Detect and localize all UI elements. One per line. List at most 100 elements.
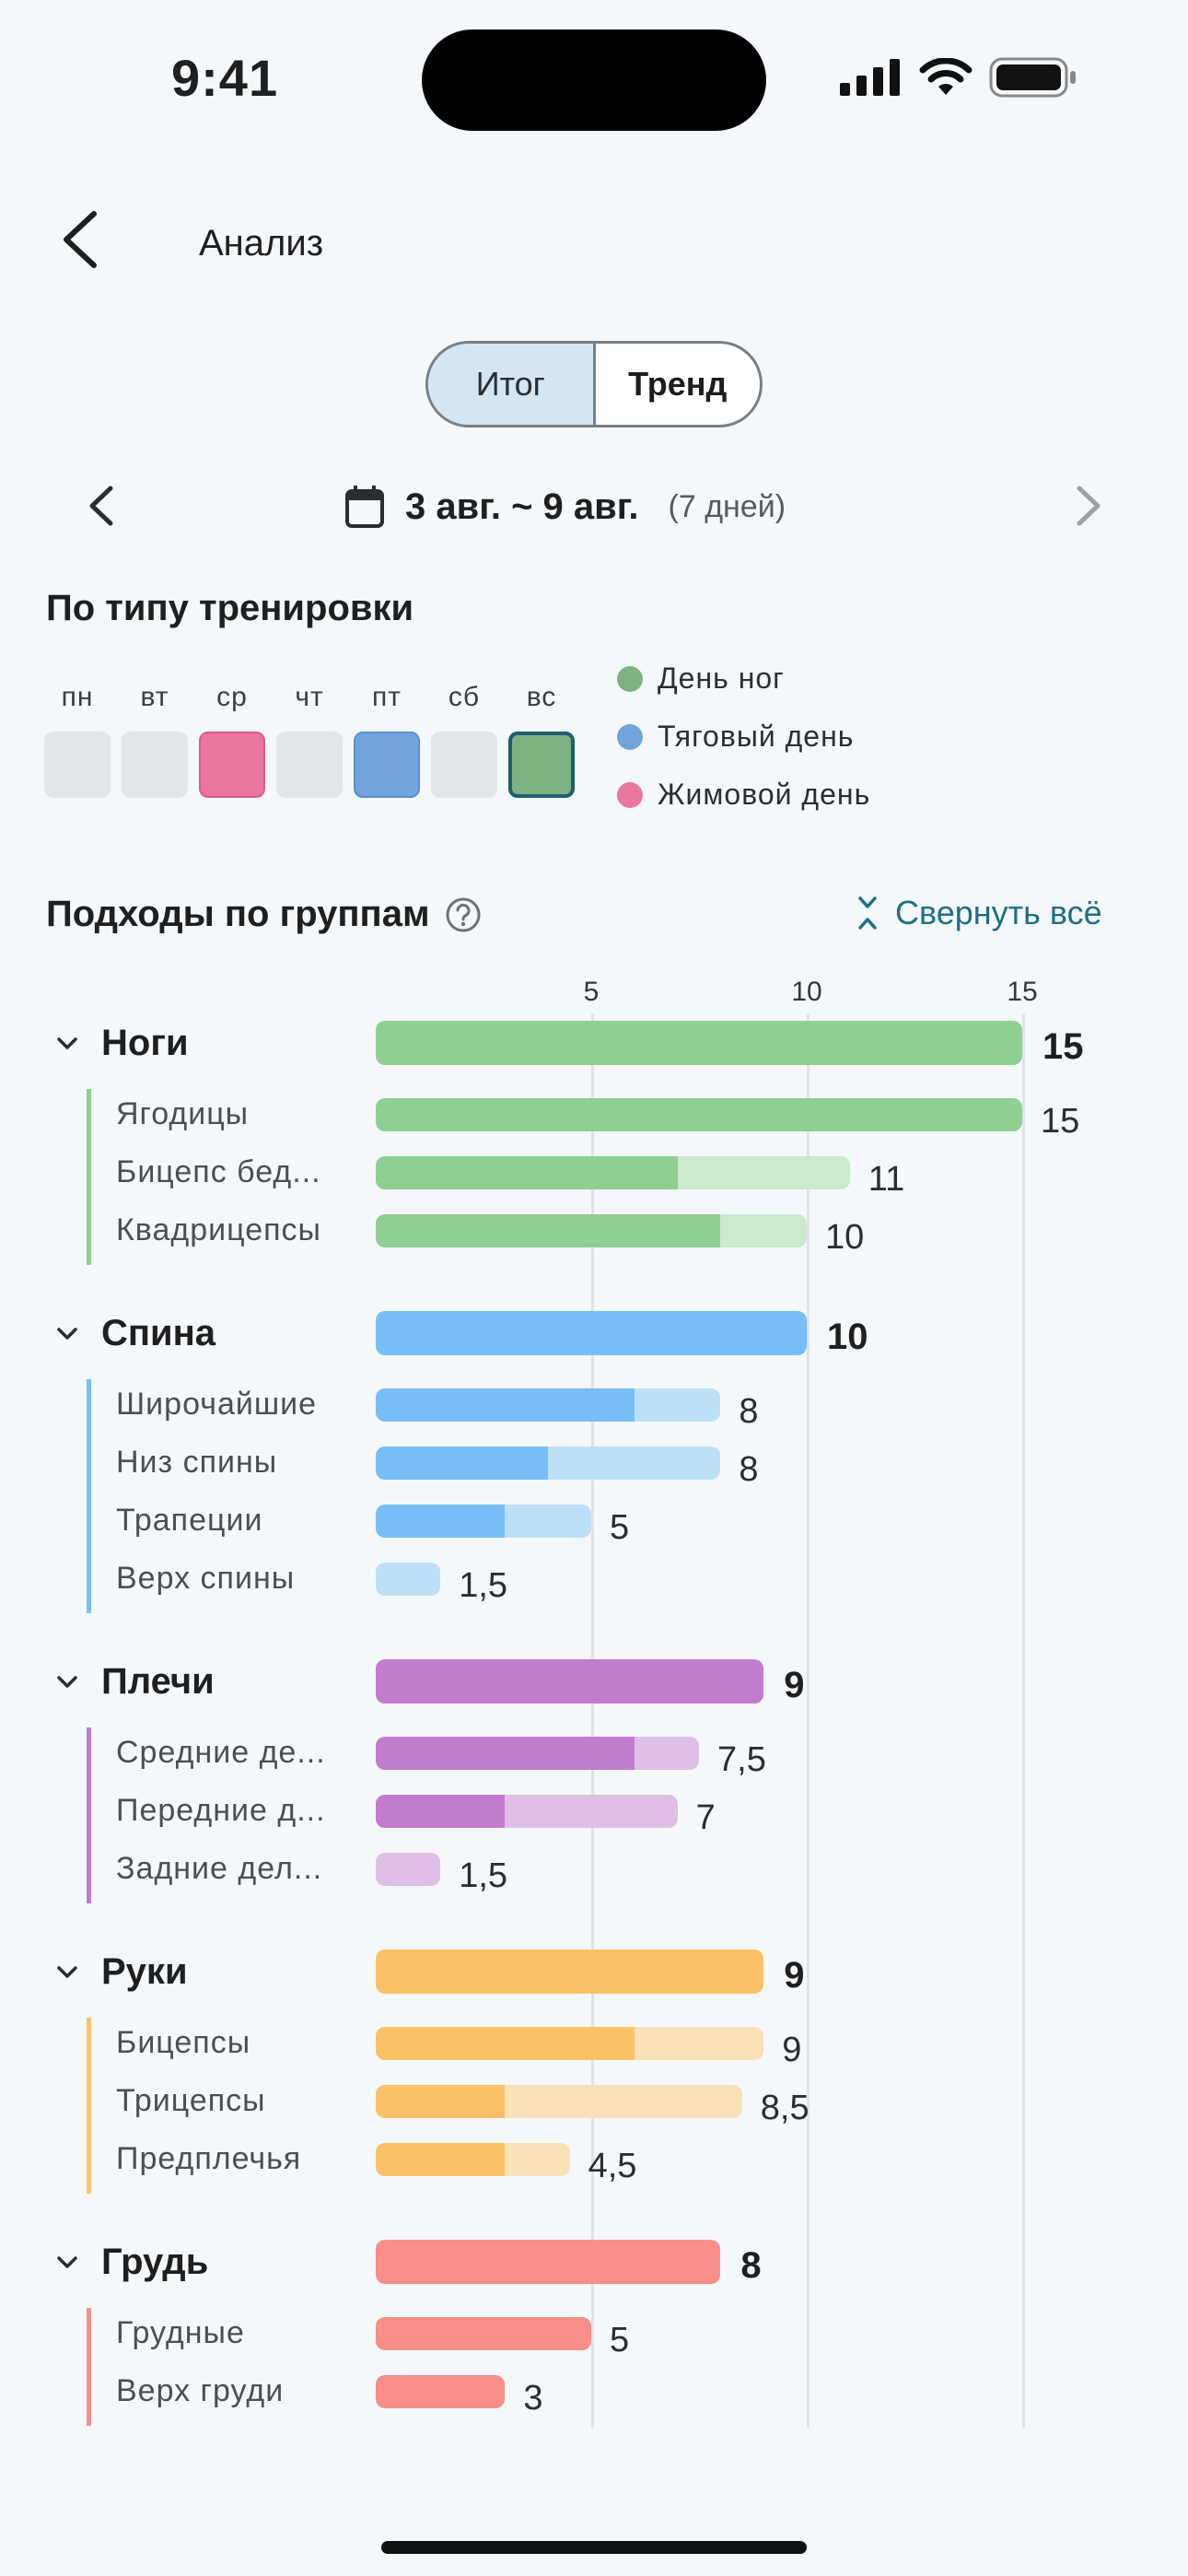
weekday-box[interactable] (122, 732, 188, 798)
collapse-all-button[interactable]: Свернуть всё (856, 894, 1102, 932)
muscle-value: 5 (610, 1508, 630, 1547)
tab-trend[interactable]: Тренд (628, 365, 728, 403)
weekday-label: ср (216, 682, 248, 712)
muscle-bar-primary (376, 2317, 591, 2350)
group-name[interactable]: Ноги (101, 1023, 189, 1063)
chevron-down-icon[interactable] (53, 1320, 81, 1348)
axis-tick-label: 10 (791, 977, 822, 1007)
muscle-bar (376, 1563, 441, 1596)
muscle-name[interactable]: Низ спины (116, 1445, 278, 1480)
date-range-text: 3 авг. ~ 9 авг. (405, 486, 639, 527)
chevron-down-icon[interactable] (53, 1030, 81, 1058)
muscle-value: 1,5 (459, 1566, 508, 1605)
muscle-name[interactable]: Бицепсы (116, 2025, 251, 2060)
group-bar (376, 2240, 721, 2284)
date-range[interactable]: 3 авг. ~ 9 авг. (7 дней) (344, 481, 786, 533)
muscle-name[interactable]: Трицепсы (116, 2083, 266, 2118)
prev-week-button[interactable] (85, 481, 116, 531)
chevron-down-icon[interactable] (53, 1669, 81, 1696)
group-name[interactable]: Грудь (101, 2242, 209, 2282)
muscle-name[interactable]: Бицепс бед... (116, 1154, 321, 1189)
status-icons (840, 53, 1077, 101)
weekday-box[interactable] (276, 732, 343, 798)
weekday-3[interactable]: чт (276, 682, 343, 798)
weekday-5[interactable]: сб (431, 682, 497, 798)
help-icon[interactable] (445, 896, 482, 933)
back-arrow-icon[interactable] (57, 210, 101, 269)
muscle-bar (376, 1156, 850, 1189)
group-divider (87, 1089, 91, 1265)
muscle-name[interactable]: Средние де... (116, 1735, 326, 1770)
weekday-0[interactable]: пн (44, 682, 111, 798)
weekday-2[interactable]: ср (199, 682, 265, 798)
group-name[interactable]: Спина (101, 1313, 216, 1353)
signal-icon (840, 59, 900, 96)
weekday-6[interactable]: вс (508, 682, 575, 798)
chevron-down-icon[interactable] (53, 1959, 81, 1986)
muscle-name[interactable]: Верх спины (116, 1561, 296, 1596)
legend-label: День ног (658, 662, 785, 695)
collapse-all-label: Свернуть всё (895, 894, 1102, 931)
muscle-value: 15 (1041, 1102, 1080, 1141)
chevron-down-icon[interactable] (53, 2249, 81, 2277)
muscle-value: 7 (695, 1798, 716, 1837)
legend-item: Жимовой день (617, 778, 870, 812)
tab-summary[interactable]: Итог (428, 344, 596, 425)
gridline (807, 1013, 809, 2428)
group-total: 8 (740, 2245, 762, 2286)
view-segmented-control[interactable]: Итог Тренд (425, 341, 763, 427)
next-week-button[interactable] (1074, 481, 1105, 531)
legend-item: День ног (617, 662, 870, 696)
group-name[interactable]: Руки (101, 1951, 188, 1992)
section-title-groups-text: Подходы по группам (46, 894, 430, 934)
muscle-value: 7,5 (717, 1740, 766, 1779)
weekday-4[interactable]: пт (354, 682, 420, 798)
gridline (1022, 1013, 1025, 2428)
weekday-box[interactable] (508, 732, 575, 798)
muscle-bar-primary (376, 1214, 721, 1247)
group-divider (87, 2018, 91, 2194)
muscle-name[interactable]: Квадрицепсы (116, 1212, 321, 1247)
muscle-name[interactable]: Предплечья (116, 2141, 302, 2176)
weekday-1[interactable]: вт (122, 682, 188, 798)
muscle-bar (376, 2317, 591, 2350)
group-bar (376, 1659, 764, 1704)
muscle-name[interactable]: Передние д... (116, 1793, 326, 1828)
legend-dot (617, 723, 643, 750)
home-indicator (381, 2541, 807, 2554)
muscle-bar (376, 2143, 570, 2176)
calendar-icon (345, 486, 384, 528)
muscle-bar-primary (376, 2143, 506, 2176)
group-name[interactable]: Плечи (101, 1661, 215, 1702)
muscle-name[interactable]: Ягодицы (116, 1096, 250, 1131)
muscle-bar (376, 1214, 807, 1247)
muscle-bar (376, 1446, 721, 1480)
legend-item: Тяговый день (617, 720, 870, 754)
workout-type-legend: День ног Тяговый день Жимовой день (617, 662, 870, 812)
page-title: Анализ (199, 223, 324, 263)
muscle-bar (376, 2375, 506, 2408)
group-total: 15 (1042, 1026, 1084, 1067)
muscle-name[interactable]: Задние дел... (116, 1851, 323, 1886)
muscle-bar-primary (376, 1737, 635, 1770)
weekday-box[interactable] (199, 732, 265, 798)
weekday-label: сб (448, 682, 481, 712)
muscle-value: 10 (825, 1218, 865, 1257)
muscle-name[interactable]: Грудные (116, 2315, 245, 2350)
weekday-box[interactable] (354, 732, 420, 798)
weekday-box[interactable] (431, 732, 497, 798)
muscle-name[interactable]: Трапеции (116, 1503, 263, 1538)
legend-label: Тяговый день (658, 720, 855, 753)
legend-dot (617, 781, 643, 808)
group-divider (87, 1727, 91, 1903)
muscle-bar-primary (376, 2085, 506, 2118)
muscle-bar-primary (376, 1795, 506, 1828)
weekday-box[interactable] (44, 732, 111, 798)
muscle-value: 8 (739, 1392, 759, 1431)
legend-label: Жимовой день (658, 778, 871, 811)
muscle-name[interactable]: Верх груди (116, 2373, 285, 2408)
muscle-name[interactable]: Широчайшие (116, 1387, 318, 1422)
muscle-bar (376, 2027, 764, 2060)
weekday-label: чт (295, 682, 324, 712)
group-divider (87, 1379, 91, 1613)
